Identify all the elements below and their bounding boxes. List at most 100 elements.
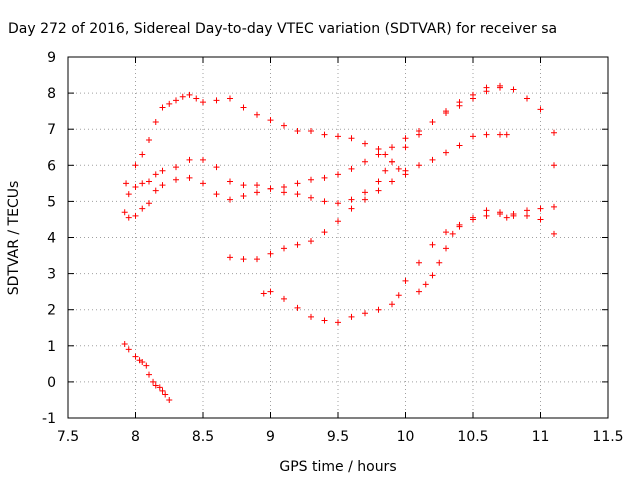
data-point [497, 82, 503, 89]
x-tick-label: 11 [532, 429, 550, 445]
data-point [443, 108, 449, 115]
data-point [483, 84, 490, 91]
data-point [121, 209, 128, 216]
data-point [159, 167, 166, 174]
data-point [551, 230, 557, 237]
data-point [173, 164, 179, 171]
data-point [335, 133, 341, 140]
data-point [152, 118, 159, 125]
data-point [173, 176, 179, 183]
data-point [335, 319, 341, 326]
data-point [213, 97, 220, 104]
data-point [254, 189, 260, 196]
data-point [193, 95, 200, 102]
data-point [143, 362, 150, 369]
data-point [551, 203, 557, 210]
y-tick-label: 2 [47, 303, 56, 319]
data-point [456, 223, 463, 230]
data-point [308, 176, 314, 183]
data-point [308, 128, 314, 135]
data-point [159, 104, 166, 111]
data-point [483, 131, 490, 138]
data-point [267, 288, 274, 295]
y-axis-label: SDTVAR / TECUs [6, 181, 22, 296]
data-point [321, 198, 328, 205]
data-point [362, 310, 368, 317]
data-point [402, 277, 409, 284]
data-point [156, 384, 163, 391]
data-point [260, 290, 267, 297]
data-point [321, 317, 328, 324]
data-point [416, 162, 422, 169]
data-point [213, 164, 220, 171]
data-point [152, 187, 159, 194]
y-tick-label: 5 [47, 194, 56, 210]
data-point [240, 182, 247, 189]
y-tick-label: 9 [47, 50, 56, 66]
data-point [510, 86, 517, 93]
data-point [139, 205, 146, 212]
data-point [537, 216, 544, 223]
data-point [443, 149, 449, 156]
y-tick-label: 7 [47, 122, 56, 138]
y-tick-label: 3 [47, 267, 56, 283]
data-point [416, 288, 422, 295]
data-point [166, 396, 173, 403]
data-point [524, 212, 530, 219]
data-point [321, 131, 328, 138]
data-point [281, 189, 287, 196]
data-point [139, 180, 146, 187]
data-point [395, 292, 402, 299]
data-point [308, 194, 314, 201]
series-track-d [227, 131, 510, 263]
data-point [362, 196, 368, 203]
data-point [537, 106, 544, 113]
data-point [227, 178, 233, 185]
data-point [375, 178, 382, 185]
series-track-f [416, 203, 557, 295]
data-point [503, 131, 510, 138]
data-point [402, 167, 409, 174]
data-point [375, 306, 382, 313]
data-point [267, 250, 274, 257]
data-point [510, 212, 517, 219]
data-point [254, 256, 260, 263]
y-tick-label: 8 [47, 86, 56, 102]
data-point [362, 158, 368, 165]
y-tick-label: 0 [47, 375, 56, 391]
data-point [348, 313, 355, 320]
series-track-a [123, 91, 409, 187]
data-point [308, 238, 314, 245]
data-point [227, 95, 233, 102]
data-point [162, 391, 169, 398]
data-point [213, 191, 220, 198]
data-point [240, 192, 247, 199]
data-point [146, 137, 152, 144]
data-point [121, 340, 128, 347]
data-point [449, 230, 456, 237]
data-point [281, 183, 287, 190]
x-axis-label: GPS time / hours [279, 459, 396, 475]
data-point [139, 359, 146, 366]
x-tick-label: 11.5 [592, 429, 623, 445]
data-point [348, 196, 355, 203]
data-point [132, 353, 139, 360]
data-point [227, 196, 233, 203]
x-tick-label: 7.5 [57, 429, 79, 445]
data-point [537, 205, 544, 212]
axis-ticks: 7.5 8 8.5 9 9.5 10 10.5 11 11.5 -1 0 1 2 3 4 5 6 7 8 9 [42, 50, 624, 445]
data-point [173, 97, 179, 104]
data-point [294, 191, 301, 198]
data-point [240, 104, 247, 111]
data-point [321, 174, 328, 181]
data-point [422, 281, 429, 288]
data-point [497, 131, 503, 138]
data-point [125, 346, 132, 353]
data-point [281, 295, 287, 302]
data-point [389, 178, 395, 185]
data-point [402, 135, 409, 142]
data-point [125, 191, 132, 198]
y-tick-label: 6 [47, 158, 56, 174]
data-point [240, 256, 247, 263]
